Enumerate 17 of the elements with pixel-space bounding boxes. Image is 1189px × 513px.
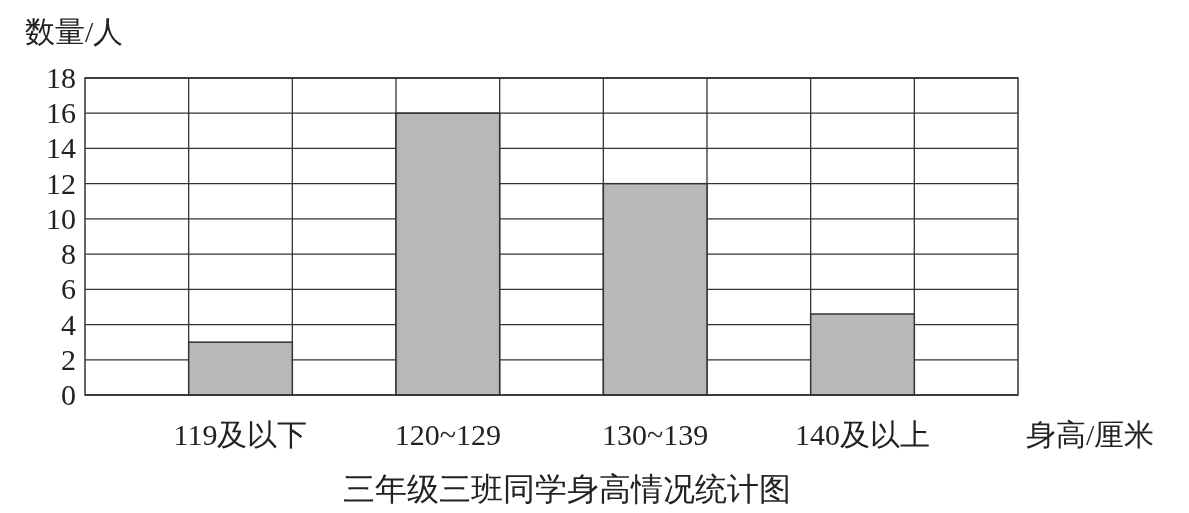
ytick: 4 (61, 307, 76, 341)
ytick: 0 (61, 378, 76, 411)
ytick: 8 (61, 237, 76, 271)
xtick: 119及以下 (173, 418, 308, 451)
ytick: 14 (46, 131, 76, 165)
xtick: 120~129 (394, 418, 501, 451)
ytick: 18 (46, 61, 76, 94)
ytick: 10 (46, 201, 76, 235)
ytick: 12 (46, 166, 76, 200)
xtick: 140及以上 (795, 418, 930, 451)
ylabel: 数量/人 (25, 15, 124, 48)
ytick: 2 (61, 342, 76, 376)
ytick: 6 (61, 272, 76, 306)
title: 三年级三班同学身高情况统计图 (342, 471, 791, 507)
ytick: 16 (46, 96, 76, 130)
xlabel: 身高/厘米 (1026, 418, 1155, 451)
xtick: 130~139 (602, 418, 709, 451)
